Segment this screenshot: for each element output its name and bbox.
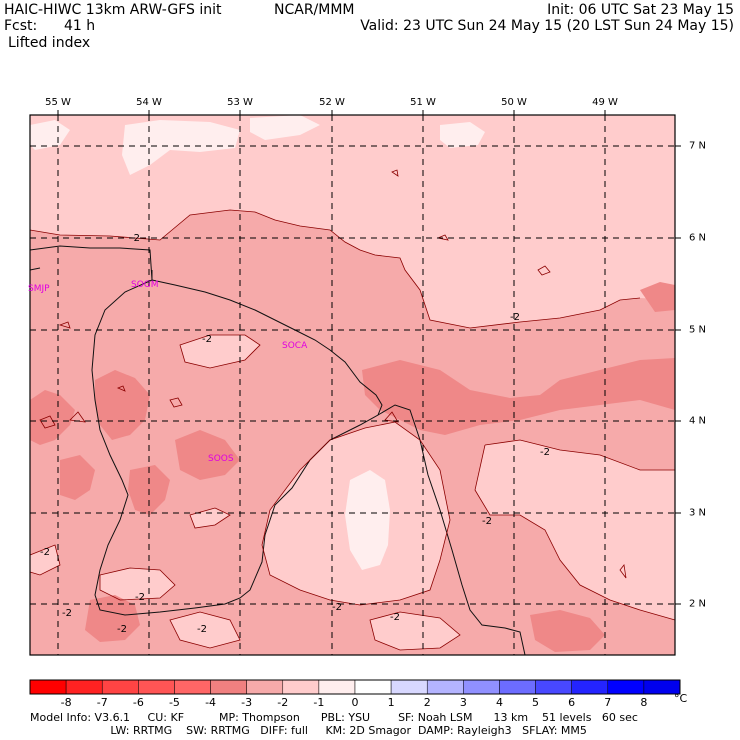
init-time: Init: 06 UTC Sat 23 May 15 [547, 2, 734, 18]
lat-label: 6 N [689, 232, 707, 244]
colorbar-cell [426, 679, 464, 695]
li-fill-light-patch-3 [370, 612, 460, 650]
li-fill-lightest-north-1 [122, 120, 240, 175]
colorbar-label: -3 [241, 696, 253, 709]
colorbar-cell [246, 679, 284, 695]
field-name: Lifted index [8, 35, 91, 51]
colorbar-label: -8 [60, 696, 72, 709]
li-fill-dark-se [530, 610, 605, 652]
colorbar-label: -5 [168, 696, 180, 709]
contour-label: -2 [390, 612, 400, 623]
colorbar-cell [571, 679, 609, 695]
li-fill-light-south [100, 568, 175, 600]
map-frame [29, 114, 676, 656]
li-fill-light-patch-4 [30, 545, 60, 575]
lat-lon-grid [30, 115, 675, 655]
contour-label: -2 [197, 624, 207, 635]
valid-time: Valid: 23 UTC Sun 24 May 15 (20 LST Sun … [360, 18, 734, 34]
li-fill-dark-east [362, 358, 675, 435]
contour-label: -2 [332, 602, 342, 613]
li-fill-lightest-north-4 [30, 120, 70, 150]
colorbar-cell [607, 679, 645, 695]
lon-label: 49 W [592, 97, 618, 108]
colorbar-label: 8 [640, 696, 648, 709]
contour-label: -2 [62, 608, 72, 619]
colorbar-label: 3 [459, 696, 467, 709]
colorbar-label: 7 [604, 696, 612, 709]
colorbar-cell [101, 679, 139, 695]
station-soca: SOCA [282, 341, 308, 351]
li-fill-dark-far-east [640, 282, 675, 312]
colorbar-label: 1 [387, 696, 395, 709]
colorbar-cell [174, 679, 211, 695]
colorbar-cell [499, 679, 536, 695]
colorbar-cell [29, 679, 67, 695]
colorbar-cell [463, 679, 500, 695]
lat-label: 3 N [689, 507, 707, 519]
contour-label: -2 [540, 447, 550, 458]
organization-label: NCAR/MMM [274, 2, 355, 18]
station-sogm: SOGM [131, 280, 159, 290]
lon-label: 51 W [410, 97, 436, 108]
contour-lines [29, 169, 676, 651]
li-fill-dark-mid [175, 430, 240, 480]
li-fill-light-east [475, 440, 675, 620]
coastline-and-borders [29, 245, 526, 656]
contour-label: -2 [40, 547, 50, 558]
li-fill-light-patch-5 [170, 612, 240, 648]
contour-label: -2 [117, 624, 127, 635]
contour-label: -2 [135, 592, 145, 603]
lon-label: 55 W [45, 97, 71, 108]
li-fill-dark-sw [95, 370, 150, 440]
colorbar-cell [282, 679, 320, 695]
station-smjp: SMJP [28, 284, 50, 294]
contour-label: -2 [130, 233, 140, 244]
colorbar-label: 4 [495, 696, 503, 709]
li-fill-dark-west-2 [60, 455, 95, 500]
li-fill-lightest-north-2 [250, 115, 320, 140]
model-info-line1: Model Info: V3.6.1 CU: KF MP: Thompson P… [30, 711, 638, 724]
colorbar [29, 679, 681, 695]
contour-label: -2 [510, 312, 520, 323]
colorbar-label: 6 [568, 696, 576, 709]
contour-label: -2 [202, 334, 212, 345]
lon-label: 54 W [136, 97, 162, 108]
lat-label: 4 N [689, 415, 707, 427]
colorbar-label: -7 [96, 696, 108, 709]
colorbar-label: 2 [423, 696, 431, 709]
colorbar-cell [138, 679, 175, 695]
lon-label: 52 W [319, 97, 345, 108]
station-soos: SOOS [208, 454, 234, 464]
li-fill-lightest-centre [345, 470, 390, 570]
li-fill-dark-west [30, 390, 75, 445]
colorbar-label: -2 [277, 696, 289, 709]
colorbar-cell [65, 679, 103, 695]
lat-label: 7 N [689, 140, 707, 152]
forecast-label: Fcst: [4, 18, 38, 34]
colorbar-label: -6 [132, 696, 144, 709]
lat-label: 5 N [689, 324, 707, 336]
lat-label: 2 N [689, 598, 707, 610]
colorbar-label: 0 [351, 696, 359, 709]
colorbar-label: -1 [313, 696, 325, 709]
colorbar-unit: °C [674, 692, 688, 705]
colorbar-cell [354, 679, 392, 695]
li-fill-lightest-north-3 [440, 122, 485, 148]
colorbar-cell [390, 679, 428, 695]
lon-label: 50 W [501, 97, 527, 108]
lon-label: 53 W [227, 97, 253, 108]
colorbar-cell [535, 679, 572, 695]
colorbar-label: 5 [532, 696, 540, 709]
model-title: HAIC-HIWC 13km ARW-GFS init [4, 2, 222, 18]
axis-ticks [57, 110, 681, 605]
colorbar-label: -4 [205, 696, 217, 709]
colorbar-cell [210, 679, 247, 695]
contour-label: -2 [482, 516, 492, 527]
model-info-line2: LW: RRTMG SW: RRTMG DIFF: full KM: 2D Sm… [30, 724, 587, 737]
forecast-hour: 41 h [64, 18, 96, 34]
colorbar-cell [318, 679, 356, 695]
